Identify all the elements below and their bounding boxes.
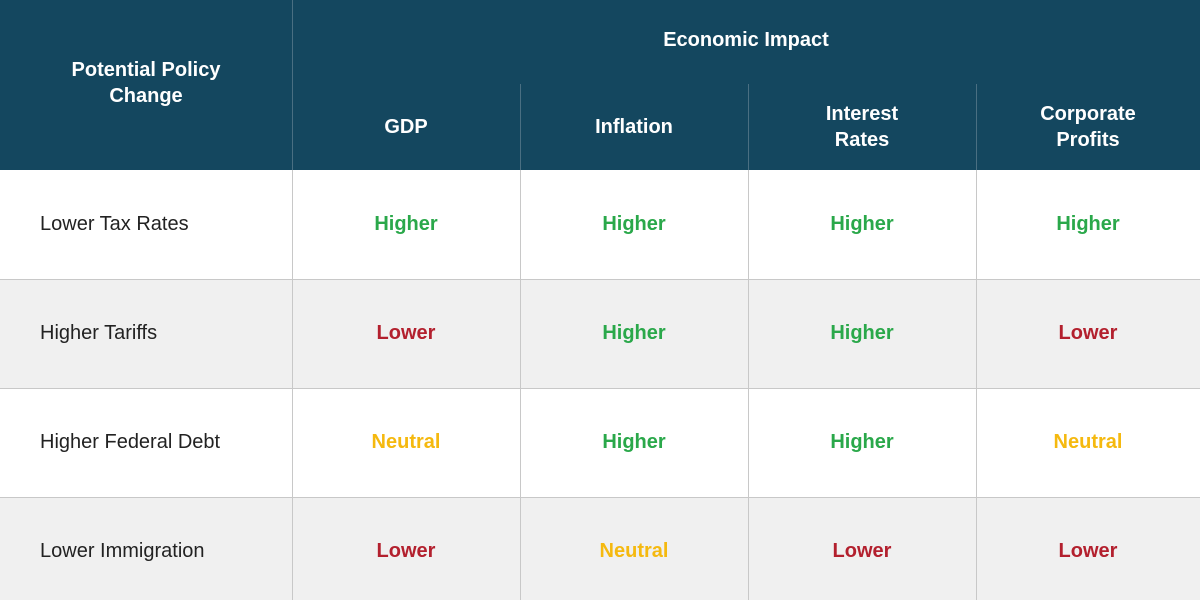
impact-value: Neutral — [1053, 431, 1123, 453]
impact-value: Higher — [602, 322, 666, 344]
column-header-text: Corporate Profits — [1040, 103, 1136, 151]
column-header: Inflation — [520, 84, 748, 170]
impact-value: Higher — [1056, 213, 1120, 235]
row-background — [0, 497, 1200, 600]
header-divider — [520, 84, 521, 170]
impact-value: Higher — [830, 213, 894, 235]
column-divider — [292, 170, 293, 600]
row-label: Higher Federal Debt — [40, 431, 221, 453]
column-header: Corporate Profits — [976, 84, 1200, 170]
impact-value: Lower — [1058, 540, 1118, 562]
row-label-header: Potential Policy Change — [0, 40, 292, 126]
column-header-text: Interest Rates — [825, 103, 899, 151]
impact-value: Lower — [376, 322, 436, 344]
row-divider — [0, 388, 1200, 389]
column-header: Interest Rates — [748, 84, 976, 170]
table-header — [0, 0, 1200, 170]
column-header: GDP — [292, 84, 520, 170]
row-background — [0, 170, 1200, 279]
impact-value: Lower — [1058, 322, 1118, 344]
impact-value: Higher — [602, 213, 666, 235]
header-divider — [976, 84, 977, 170]
column-divider — [748, 170, 749, 600]
row-label-header-text: Potential Policy Change — [71, 59, 221, 107]
column-divider — [976, 170, 977, 600]
group-header: Economic Impact — [663, 29, 829, 51]
impact-value: Lower — [832, 540, 892, 562]
row-background — [0, 388, 1200, 497]
impact-value: Higher — [374, 213, 438, 235]
column-divider — [520, 170, 521, 600]
column-header-text: Inflation — [595, 116, 673, 138]
impact-value: Higher — [830, 431, 894, 453]
header-divider — [292, 0, 293, 170]
row-label: Lower Tax Rates — [40, 213, 189, 235]
impact-value: Neutral — [599, 540, 669, 562]
impact-value: Lower — [376, 540, 436, 562]
impact-value: Higher — [830, 322, 894, 344]
row-divider — [0, 279, 1200, 280]
impact-value: Neutral — [371, 431, 441, 453]
row-label: Lower Immigration — [40, 540, 205, 562]
row-background — [0, 279, 1200, 388]
row-label: Higher Tariffs — [40, 322, 158, 344]
row-divider — [0, 497, 1200, 498]
header-divider — [748, 84, 749, 170]
impact-value: Higher — [602, 431, 666, 453]
column-header-text: GDP — [384, 116, 428, 138]
